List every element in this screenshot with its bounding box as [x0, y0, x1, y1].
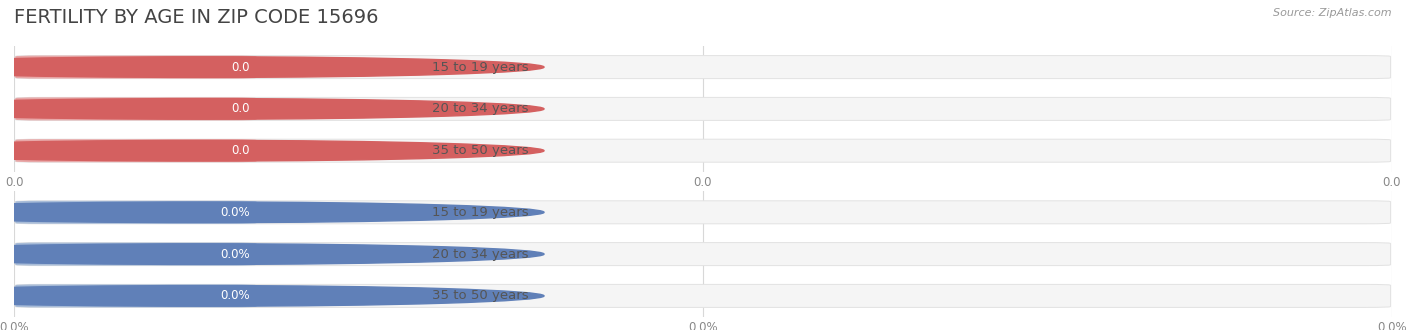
FancyBboxPatch shape [15, 201, 1391, 224]
Circle shape [0, 99, 544, 119]
Text: 0.0%: 0.0% [221, 289, 250, 302]
Circle shape [0, 202, 544, 223]
Text: 0.0%: 0.0% [221, 206, 250, 219]
FancyBboxPatch shape [15, 56, 1391, 79]
Circle shape [0, 244, 544, 264]
FancyBboxPatch shape [15, 201, 256, 224]
Text: 15 to 19 years: 15 to 19 years [432, 61, 529, 74]
Circle shape [0, 140, 544, 161]
Text: 15 to 19 years: 15 to 19 years [432, 206, 529, 219]
FancyBboxPatch shape [15, 139, 256, 162]
Text: 20 to 34 years: 20 to 34 years [432, 102, 529, 115]
Text: 0.0: 0.0 [231, 61, 250, 74]
FancyBboxPatch shape [15, 284, 1391, 308]
FancyBboxPatch shape [15, 243, 256, 266]
FancyBboxPatch shape [15, 97, 256, 120]
Text: 20 to 34 years: 20 to 34 years [432, 248, 529, 261]
FancyBboxPatch shape [15, 139, 1391, 162]
FancyBboxPatch shape [15, 97, 1391, 120]
FancyBboxPatch shape [15, 284, 256, 308]
Text: 0.0: 0.0 [231, 144, 250, 157]
Text: Source: ZipAtlas.com: Source: ZipAtlas.com [1274, 8, 1392, 18]
Text: FERTILITY BY AGE IN ZIP CODE 15696: FERTILITY BY AGE IN ZIP CODE 15696 [14, 8, 378, 27]
FancyBboxPatch shape [15, 56, 256, 79]
FancyBboxPatch shape [15, 243, 1391, 266]
Text: 35 to 50 years: 35 to 50 years [432, 289, 529, 302]
Circle shape [0, 57, 544, 78]
Text: 0.0%: 0.0% [221, 248, 250, 261]
Text: 35 to 50 years: 35 to 50 years [432, 144, 529, 157]
Circle shape [0, 285, 544, 306]
Text: 0.0: 0.0 [231, 102, 250, 115]
